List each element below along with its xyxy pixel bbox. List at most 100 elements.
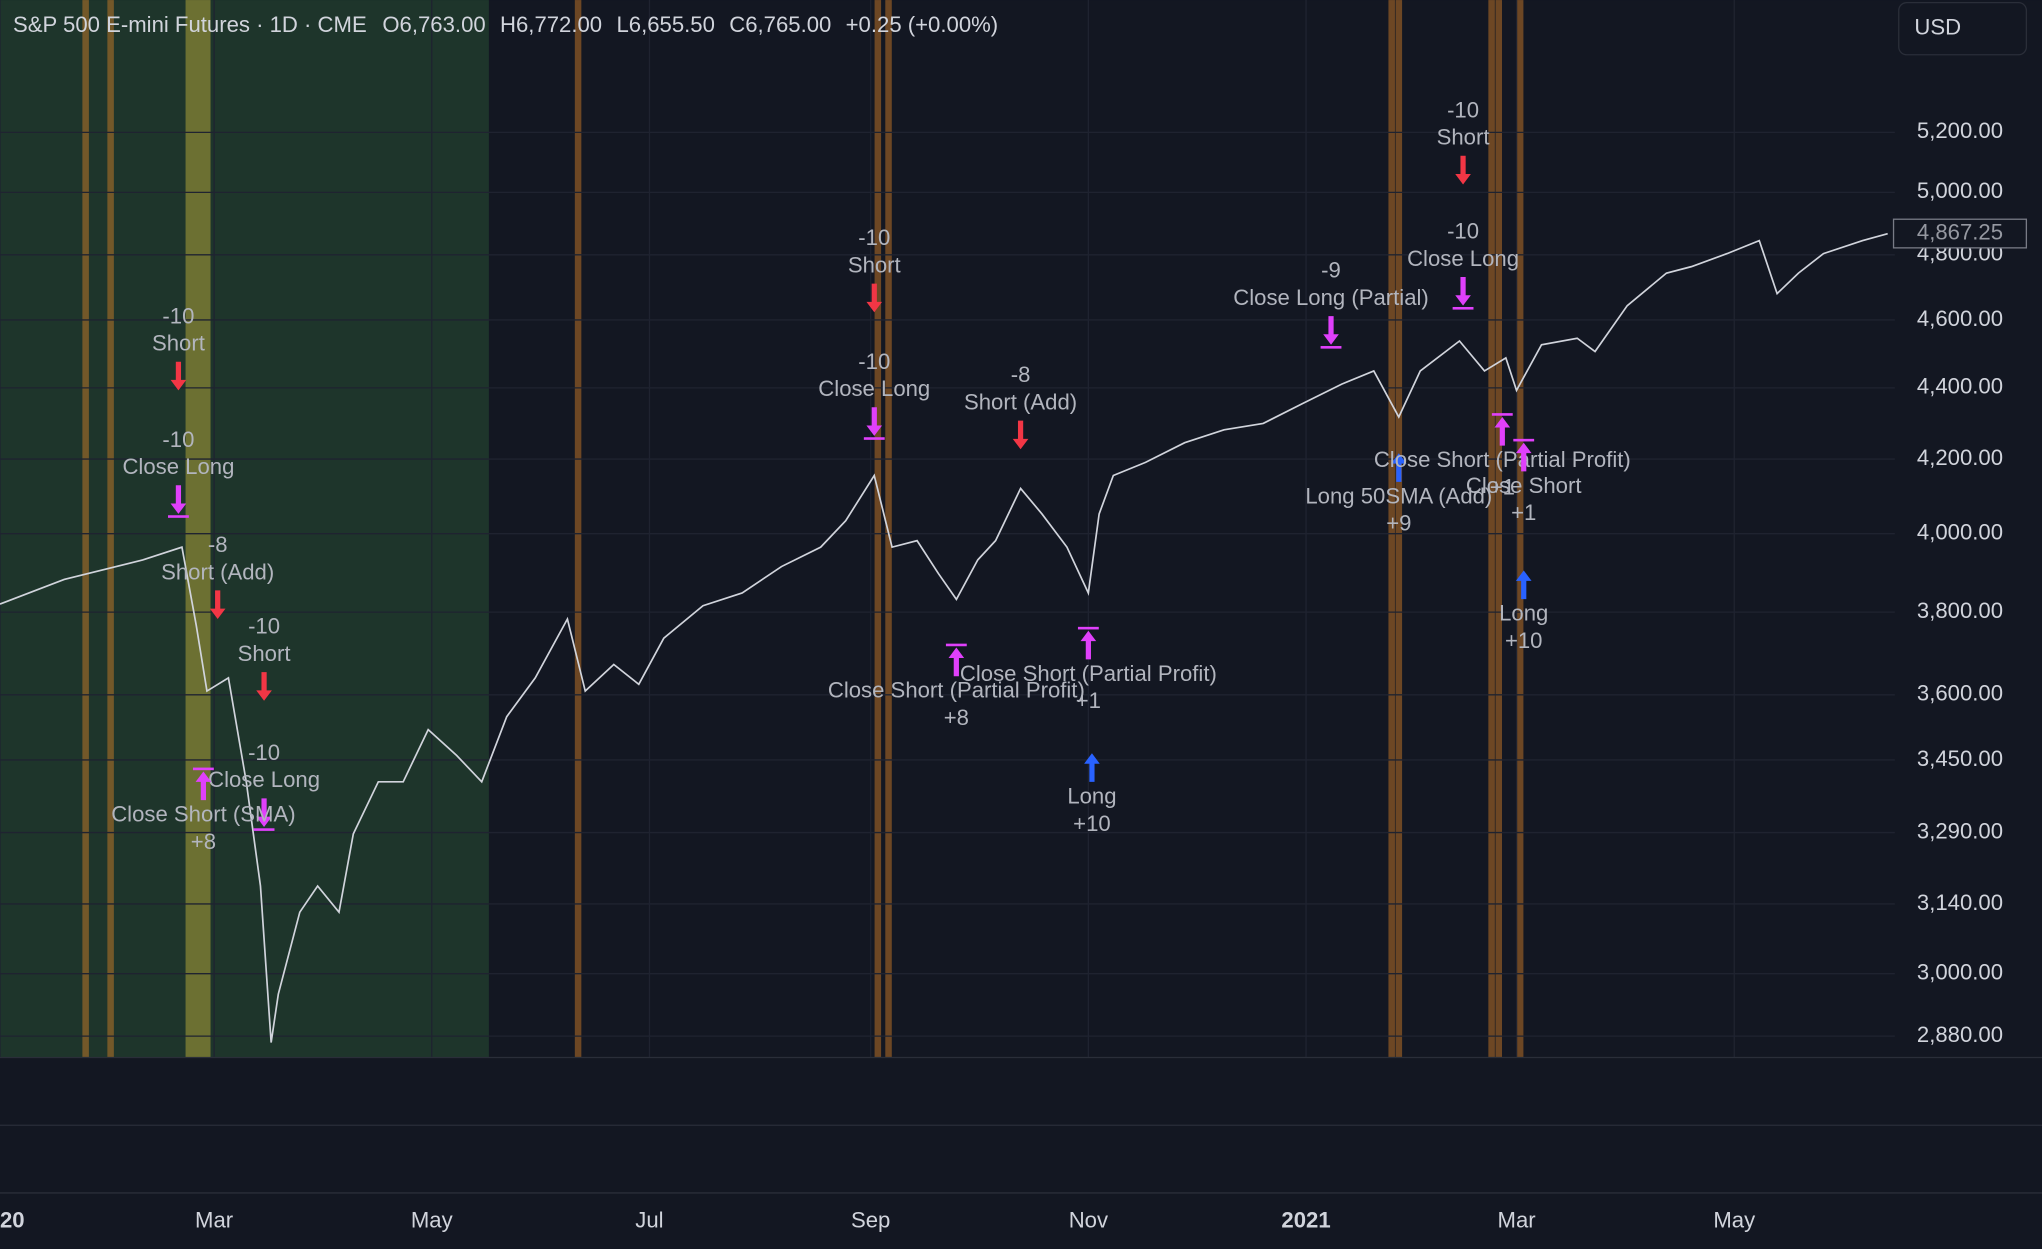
trade-qty: +8 [191, 829, 216, 854]
price-line [0, 232, 1888, 1043]
trade-arrow [1455, 155, 1471, 185]
trade-label: Close Short (Partial Profit) [1374, 447, 1631, 472]
y-tick-label: 3,290.00 [1917, 818, 2003, 843]
trade-label: Close Short (Partial Profit) [828, 678, 1085, 703]
axes: 2020 Mar May Jul Sep Nov 2021 Mar May 2,880.00 3,0… [0, 118, 2028, 1232]
x-tick-label: Nov [1069, 1207, 1108, 1232]
y-tick-label: 3,450.00 [1917, 746, 2003, 771]
trade-qty: -8 [208, 532, 228, 557]
plot [0, 232, 1888, 1043]
trade-arrow [1323, 316, 1339, 345]
trade-label: Close Long [208, 767, 320, 792]
trade-bar [1452, 306, 1474, 310]
trade-label: Short [1437, 125, 1490, 150]
trade-arrow [1012, 420, 1029, 450]
trade-arrow [170, 361, 187, 391]
highlight-line [1495, 0, 1502, 1058]
highlight-line [107, 0, 114, 1058]
trade-label: Short [152, 331, 205, 356]
trade-bar [863, 437, 885, 440]
currency-button[interactable] [1898, 2, 2028, 56]
y-tick-label: 5,000.00 [1917, 178, 2003, 203]
highlight-line [1395, 0, 1403, 1058]
plot-background [0, 0, 1524, 1058]
trade-arrow [195, 771, 212, 801]
trade-bar [1513, 438, 1535, 442]
x-tick-label: Mar [195, 1207, 233, 1232]
trade-qty: +1 [1511, 500, 1536, 525]
trade-arrow [1494, 417, 1511, 446]
trade-label: Short [848, 253, 901, 278]
y-tick-label: 5,200.00 [1917, 118, 2003, 143]
x-tick-label: Mar [1498, 1207, 1536, 1232]
trade-qty: +10 [1073, 811, 1111, 836]
trade-label: Long [1067, 783, 1116, 808]
trade-bar [1491, 413, 1513, 416]
y-tick-label: 3,600.00 [1917, 681, 2003, 706]
trade-arrow [256, 672, 272, 701]
trade-arrow [1080, 630, 1097, 660]
trade-label: Close Long [1407, 246, 1519, 271]
ohlc-open: O6,763.00 [382, 12, 485, 37]
highlight-line [1388, 0, 1395, 1058]
trade-arrow [948, 647, 965, 677]
trade-label: Close Long [122, 454, 234, 479]
grid [0, 0, 1895, 1058]
ohlc-low: L6,655.50 [616, 12, 714, 37]
trade-bar [945, 643, 967, 647]
trade-label: Close Short (SMA) [111, 802, 295, 827]
trade-bar [168, 515, 189, 518]
trade-label: Long 50SMA (Add) [1305, 483, 1492, 508]
trade-arrow [209, 590, 226, 619]
currency-label[interactable]: USD [1914, 15, 1961, 40]
y-tick-label: 2,880.00 [1917, 1022, 2003, 1047]
x-tick-label: May [1713, 1207, 1756, 1232]
trade-arrow [1515, 442, 1532, 472]
trade-arrow [1455, 277, 1471, 306]
trade-qty: +1 [1490, 475, 1515, 500]
highlight-line [1516, 0, 1524, 1058]
trade-qty: -10 [162, 303, 194, 328]
ohlc-change: +0.25 (+0.00%) [846, 12, 999, 37]
trade-label: Close Long (Partial) [1233, 285, 1429, 310]
x-tick-label: 2021 [1281, 1207, 1330, 1232]
trade-label: Close Short (Partial Profit) [960, 661, 1217, 686]
trade-qty: -10 [858, 225, 890, 250]
trade-qty: +9 [1386, 511, 1411, 536]
trade-label: Close Short [1466, 473, 1582, 498]
trade-qty: -10 [1447, 219, 1479, 244]
highlight-line [874, 0, 882, 1058]
x-tick-label: Sep [851, 1207, 890, 1232]
trade-arrow [170, 485, 187, 514]
y-tick-label: 4,000.00 [1917, 520, 2003, 545]
highlight-line [574, 0, 582, 1058]
trade-qty: +1 [1076, 688, 1101, 713]
trade-qty: -10 [162, 427, 194, 452]
trade-qty: -10 [858, 349, 890, 374]
trade-qty: -10 [248, 740, 280, 765]
y-tick-label: 3,140.00 [1917, 890, 2003, 915]
trade-arrow [1084, 753, 1100, 782]
x-tick-label: Jul [635, 1207, 663, 1232]
shaded-range [0, 0, 489, 1058]
highlight-line [82, 0, 89, 1058]
ohlc-high: H6,772.00 [500, 12, 602, 37]
highlight-line [1488, 0, 1495, 1058]
trade-qty: -9 [1321, 258, 1341, 283]
last-price-label: 4,867.25 [1917, 219, 2003, 244]
trade-qty: -8 [1011, 362, 1031, 387]
last-price-box [1892, 218, 2028, 249]
x-tick-label: 2020 [0, 1207, 25, 1232]
trade-bar [253, 828, 275, 831]
y-tick-label: 4,400.00 [1917, 374, 2003, 399]
y-tick-label: 4,600.00 [1917, 306, 2003, 331]
chart-title: S&P 500 E-mini Futures · 1D · CME [13, 12, 367, 37]
trade-qty: -10 [1447, 97, 1479, 122]
y-tick-label: 3,800.00 [1917, 598, 2003, 623]
shaded-range [185, 0, 211, 1058]
trade-bar [192, 767, 214, 771]
trade-arrow [1391, 453, 1407, 482]
